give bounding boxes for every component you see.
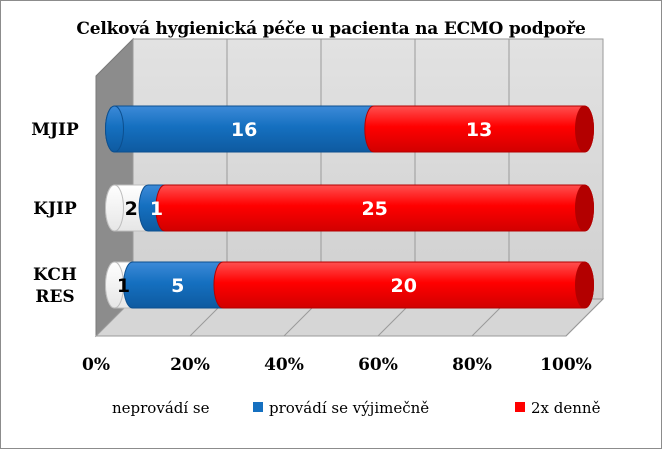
back-wall [132,38,604,300]
data-label-kch-res-neprovadi-se: 1 [117,275,130,297]
data-label-mjip-2x-denne: 13 [466,119,492,141]
x-tick-label-100: 100% [540,355,592,375]
bar-mjip-provadi-se-vyjimecne-start-cap [105,105,124,153]
x-tick-label-60: 60% [358,355,398,375]
legend-label-provadi-se-vyjimecne: provádí se výjimečně [269,399,430,417]
legend-swatch-provadi-se-vyjimecne [253,402,263,412]
legend-label-neprovadi-se: neprovádí se [112,399,210,417]
legend-swatch-2x-denne [515,402,525,412]
data-label-kjip-neprovadi-se: 2 [125,198,138,220]
data-label-kch-res-provadi-se-vyjimecne: 5 [171,275,184,297]
category-label-line: KJIP [33,199,77,219]
legend-label-2x-denne: 2x denně [531,399,601,417]
data-label-kjip-2x-denne: 25 [361,198,387,220]
chart-title: Celková hygienická péče u pacienta na EC… [76,19,586,39]
bar-kjip-2x-denne-cap [575,184,594,232]
data-label-kch-res-2x-denne: 20 [391,275,417,297]
category-label-kjip: KJIP [33,199,77,219]
data-label-kjip-provadi-se-vyjimecne: 1 [150,198,163,220]
bar-kjip-neprovadi-se-start-cap [105,184,124,232]
category-label-kch-res: KCH RES [33,265,77,307]
bar-kch-res-2x-denne-cap [575,261,594,309]
legend-item-neprovadi-se: neprovádí se [96,399,210,417]
x-tick-label-20: 20% [170,355,210,375]
category-label-line: MJIP [31,120,79,140]
x-tick-label-0: 0% [82,355,110,375]
x-tick-label-40: 40% [264,355,304,375]
floor-gridline-100 [565,298,604,337]
data-label-mjip-provadi-se-vyjimecne: 16 [231,119,257,141]
legend-item-provadi-se-vyjimecne: provádí se výjimečně [253,399,429,417]
category-label-line: KCH [33,265,77,285]
legend-item-2x-denne: 2x denně [515,399,600,417]
bar-mjip-2x-denne-cap [575,105,594,153]
legend-swatch-neprovadi-se [96,402,106,412]
x-tick-label-80: 80% [452,355,492,375]
category-label-mjip: MJIP [31,120,79,140]
category-label-line: RES [35,287,74,307]
